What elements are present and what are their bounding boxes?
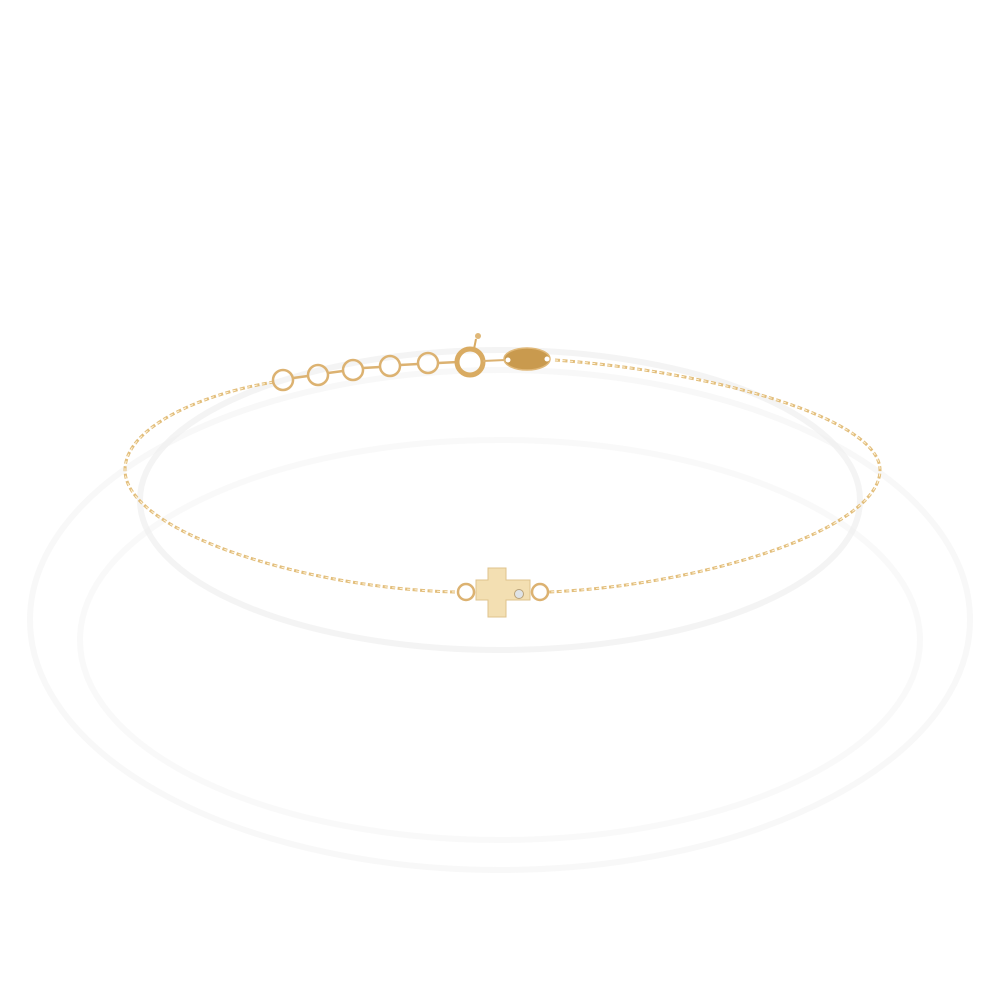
spring-ring-clasp <box>454 333 486 378</box>
jump-ring-left <box>456 582 476 602</box>
diamond-stone <box>514 589 524 599</box>
extender-chain <box>271 351 459 392</box>
jump-ring-right <box>530 582 550 602</box>
clasp-tag <box>482 347 551 371</box>
floor-reflection <box>27 347 973 873</box>
chain <box>123 358 882 594</box>
cross-charm <box>456 567 550 618</box>
